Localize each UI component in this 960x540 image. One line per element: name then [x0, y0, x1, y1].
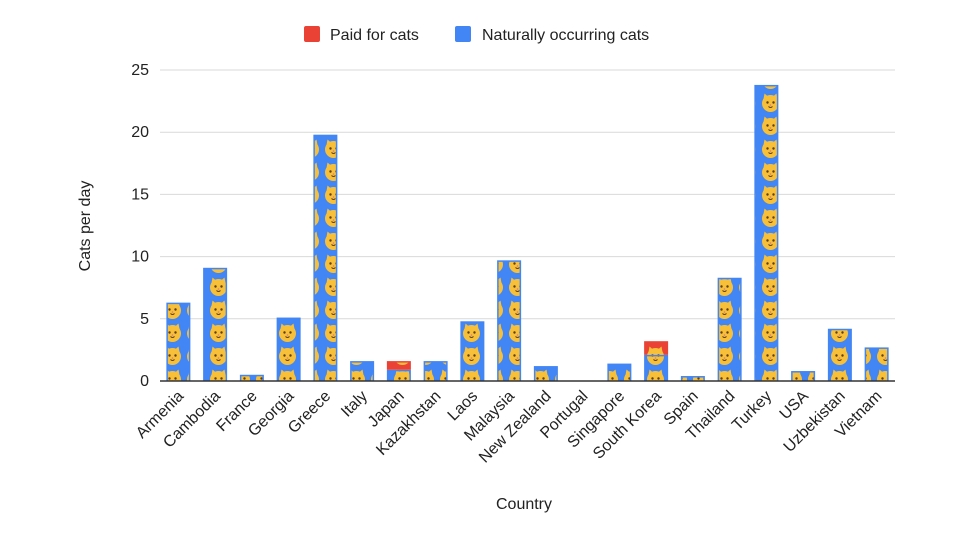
- bar-group-new-zealand: [533, 366, 558, 381]
- cat-face-icon: [645, 342, 667, 355]
- legend-swatch: [455, 26, 471, 42]
- bar-group-uzbekistan: [827, 328, 852, 381]
- y-tick-label: 0: [140, 373, 149, 390]
- bar-group-vietnam: [864, 347, 889, 381]
- bars: [166, 84, 889, 381]
- legend-swatch: [304, 26, 320, 42]
- cat-face-icon: [204, 269, 226, 381]
- cat-face-icon: [755, 86, 777, 381]
- cat-face-icon: [425, 362, 447, 381]
- y-tick-label: 15: [131, 186, 149, 203]
- cat-face-icon: [535, 367, 557, 381]
- cat-face-icon: [792, 372, 814, 381]
- bar-group-thailand: [717, 277, 742, 381]
- cat-face-icon: [388, 362, 410, 370]
- cat-face-icon: [278, 319, 300, 381]
- bar-group-malaysia: [497, 260, 522, 381]
- cat-face-icon: [461, 322, 483, 381]
- bar-group-france: [239, 374, 264, 381]
- bar-group-turkey: [754, 84, 779, 381]
- bar-group-japan: [386, 361, 411, 381]
- bar-group-singapore: [607, 363, 632, 381]
- legend: Paid for cats Naturally occurring cats: [304, 26, 649, 44]
- bar-group-greece: [313, 134, 338, 381]
- cat-face-icon: [682, 377, 704, 381]
- y-axis-ticks: 0 5 10 15 20 25: [131, 62, 149, 390]
- cat-face-icon: [829, 330, 851, 381]
- cat-face-icon: [866, 348, 888, 381]
- x-tick-label: Turkey: [729, 388, 775, 434]
- y-tick-label: 20: [131, 124, 149, 141]
- legend-label: Paid for cats: [330, 27, 419, 44]
- bar-group-georgia: [276, 317, 301, 381]
- bar-group-kazakhstan: [423, 361, 448, 381]
- cat-face-icon: [351, 362, 373, 381]
- cat-face-icon: [388, 371, 410, 381]
- bar-group-south-korea: [644, 341, 669, 381]
- bar-group-armenia: [166, 302, 191, 381]
- cat-face-icon: [241, 376, 263, 381]
- bar-group-italy: [350, 361, 375, 381]
- y-tick-label: 5: [140, 311, 149, 328]
- legend-label: Naturally occurring cats: [482, 27, 649, 44]
- x-tick-label: Italy: [338, 388, 371, 421]
- y-tick-label: 10: [131, 249, 149, 266]
- y-tick-label: 25: [131, 62, 149, 79]
- x-axis-title: Country: [496, 496, 552, 513]
- bar-group-usa: [791, 371, 816, 381]
- cat-face-icon: [608, 365, 630, 381]
- bar-group-laos: [460, 321, 485, 381]
- bar-group-spain: [680, 376, 705, 381]
- gridlines: [160, 69, 895, 320]
- cat-face-icon: [498, 261, 520, 381]
- bar-group-cambodia: [203, 267, 228, 381]
- y-axis-title: Cats per day: [77, 181, 94, 272]
- cat-face-icon: [167, 304, 189, 381]
- cat-face-icon: [314, 136, 336, 381]
- cat-face-icon: [645, 356, 667, 381]
- cat-face-icon: [719, 279, 741, 381]
